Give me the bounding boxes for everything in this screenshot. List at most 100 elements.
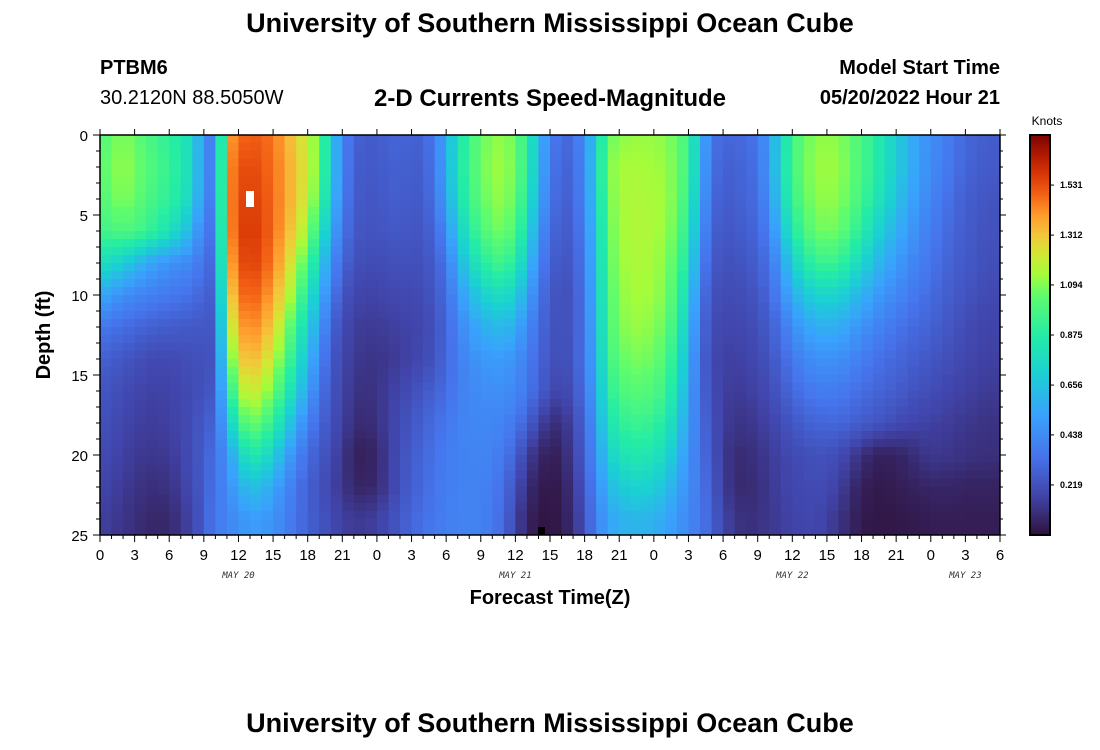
heatmap-cell (550, 311, 563, 320)
heatmap-cell (953, 359, 966, 368)
heatmap-cell (134, 159, 147, 168)
heatmap-cell (203, 391, 216, 400)
heatmap-cell (573, 503, 586, 512)
heatmap-cell (953, 479, 966, 488)
heatmap-cell (930, 527, 943, 535)
heatmap-cell (792, 511, 805, 520)
heatmap-cell (607, 143, 620, 152)
heatmap-cell (376, 135, 390, 144)
heatmap-cell (123, 167, 136, 176)
heatmap-cell (965, 247, 978, 256)
heatmap-cell (734, 447, 747, 456)
heatmap-cell (111, 215, 124, 224)
heatmap-cell (480, 367, 493, 376)
heatmap-cell (723, 479, 736, 488)
heatmap-cell (550, 503, 563, 512)
x-tick-label: 21 (888, 547, 905, 564)
heatmap-cell (376, 223, 390, 232)
heatmap-cell (469, 447, 482, 456)
heatmap-cell (711, 231, 724, 240)
heatmap-cell (111, 351, 124, 360)
heatmap-cell (273, 271, 286, 280)
heatmap-cell (711, 279, 724, 288)
heatmap-cell (411, 175, 424, 184)
heatmap-cell (988, 415, 1000, 424)
heatmap-cell (238, 359, 251, 368)
heatmap-cell (803, 295, 816, 304)
heatmap-cell (734, 399, 747, 408)
heatmap-cell (676, 279, 690, 288)
heatmap-cell (665, 271, 678, 280)
heatmap-cell (111, 423, 124, 432)
heatmap-cell (746, 519, 759, 528)
heatmap-cell (953, 303, 966, 312)
heatmap-cell (457, 271, 470, 280)
heatmap-cell (446, 183, 459, 192)
heatmap-cell (711, 167, 724, 176)
heatmap-cell (676, 191, 690, 200)
heatmap-cell (942, 135, 955, 144)
heatmap-cell (642, 503, 655, 512)
heatmap-cell (515, 279, 528, 288)
heatmap-cell (596, 487, 609, 496)
heatmap-cell (561, 383, 574, 392)
heatmap-cell (630, 311, 643, 320)
heatmap-cell (896, 431, 909, 440)
heatmap-cell (769, 487, 782, 496)
heatmap-cell (434, 343, 447, 352)
heatmap-cell (896, 303, 909, 312)
heatmap-cell (584, 335, 597, 344)
heatmap-cell (319, 359, 332, 368)
heatmap-cell (250, 375, 263, 384)
heatmap-cell (238, 311, 251, 320)
heatmap-cell (942, 495, 955, 504)
heatmap-cell (307, 263, 320, 272)
heatmap-cell (607, 399, 620, 408)
heatmap-cell (584, 503, 597, 512)
heatmap-cell (342, 455, 355, 464)
heatmap-cell (653, 167, 666, 176)
heatmap-cell (503, 167, 516, 176)
heatmap-cell (319, 407, 332, 416)
heatmap-cell (319, 343, 332, 352)
heatmap-cell (492, 183, 505, 192)
heatmap-cell (169, 351, 182, 360)
heatmap-cell (365, 511, 378, 520)
heatmap-cell (215, 279, 228, 288)
heatmap-cell (780, 199, 793, 208)
heatmap-cell (596, 167, 609, 176)
heatmap-cell (965, 391, 978, 400)
heatmap-cell (953, 487, 966, 496)
heatmap-cell (342, 215, 355, 224)
heatmap-cell (480, 447, 493, 456)
heatmap-cell (526, 247, 540, 256)
heatmap-cell (503, 431, 516, 440)
heatmap-cell (446, 319, 459, 328)
heatmap-cell (896, 479, 909, 488)
heatmap-cell (480, 287, 493, 296)
heatmap-cell (815, 503, 828, 512)
heatmap-cell (665, 511, 678, 520)
heatmap-cell (676, 183, 690, 192)
heatmap-cell (688, 511, 701, 520)
heatmap-cell (376, 391, 390, 400)
heatmap-cell (826, 351, 840, 360)
heatmap-cell (296, 295, 309, 304)
heatmap-cell (123, 135, 136, 144)
heatmap-cell (584, 519, 597, 528)
heatmap-cell (573, 279, 586, 288)
heatmap-cell (780, 135, 793, 144)
heatmap-cell (688, 295, 701, 304)
heatmap-cell (757, 247, 770, 256)
heatmap-cell (976, 367, 990, 376)
heatmap-cell (826, 519, 840, 528)
heatmap-cell (203, 223, 216, 232)
x-day-label: MAY 20 (221, 571, 255, 581)
heatmap-cell (457, 135, 470, 144)
heatmap-cell (446, 375, 459, 384)
heatmap-cell (123, 447, 136, 456)
heatmap-cell (273, 511, 286, 520)
heatmap-cell (400, 487, 413, 496)
heatmap-cell (434, 399, 447, 408)
heatmap-cell (700, 287, 713, 296)
